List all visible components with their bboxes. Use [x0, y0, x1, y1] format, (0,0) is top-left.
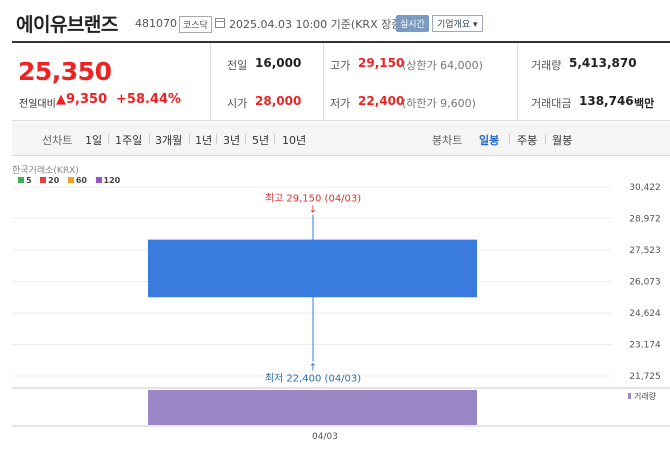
y-tick-label: 24,624 [629, 309, 661, 319]
period-1d[interactable]: 1일 [85, 134, 103, 147]
legend-swatch [67, 177, 74, 183]
low-arrow-icon: ↑ [309, 362, 317, 373]
high-value: 29,150 [358, 56, 405, 70]
period-10y[interactable]: 10년 [282, 134, 307, 147]
y-tick-label: 21,725 [629, 372, 661, 382]
change-percent: +58.44% [116, 92, 182, 107]
company-info-label: 기업개요 [437, 20, 471, 30]
legend-label: 120 [103, 176, 121, 185]
lower-limit: (하한가 9,600) [402, 97, 476, 110]
y-tick-label: 28,972 [629, 215, 661, 225]
company-info-dropdown[interactable]: 기업개요 ▾ [432, 15, 483, 32]
period-bar: 선차트 1일 1주일 3개월 1년 3년 5년 10년 봉차트 일봉 주봉 월봉 [12, 122, 670, 156]
stock-header: 에이유브랜즈 481070 코스닥 2025.04.03 10:00 기준(KR… [0, 0, 670, 40]
period-3y[interactable]: 3년 [223, 134, 241, 147]
stock-name: 에이유브랜즈 [16, 14, 118, 36]
legend-label: 60 [75, 176, 87, 185]
y-axis: 30,422 28,972 27,523 26,073 24,624 23,174 21,7… [12, 183, 661, 382]
divider [108, 134, 109, 144]
candle-chart-label: 봉차트 [432, 134, 463, 147]
legend-swatch [18, 177, 24, 183]
y-tick-label: 27,523 [629, 246, 661, 256]
high-label: 고가 [330, 59, 351, 72]
low-annotation: 최저 22,400 (04/03) [265, 372, 361, 384]
divider [509, 134, 510, 144]
legend-label: 5 [26, 176, 32, 185]
data-source: 한국거래소(KRX) [12, 166, 79, 176]
low-label: 저가 [330, 97, 351, 110]
realtime-button[interactable]: 실시간 [396, 15, 429, 32]
quote-panel: 25,350 전일대비 ▲9,350 +58.44% 전일 16,000 시가 … [12, 43, 670, 121]
divider [216, 134, 217, 144]
period-1w[interactable]: 1주일 [115, 134, 143, 147]
amount-unit: 백만 [634, 97, 655, 110]
prev-close-label: 전일 [227, 59, 248, 72]
divider [210, 43, 211, 121]
divider [149, 134, 150, 144]
volume-legend-swatch [628, 393, 631, 399]
divider [189, 134, 190, 144]
divider [245, 134, 246, 144]
divider [545, 134, 546, 144]
current-price: 25,350 [18, 57, 112, 86]
ma-legend: 5 20 60 120 [18, 176, 126, 185]
legend-label: 20 [48, 176, 60, 185]
legend-swatch [40, 177, 47, 183]
period-3m[interactable]: 3개월 [155, 134, 183, 147]
period-1y[interactable]: 1년 [195, 134, 213, 147]
line-chart-label: 선차트 [42, 134, 73, 147]
open-value: 28,000 [255, 94, 302, 108]
calendar-icon [215, 18, 225, 28]
candle-weekly[interactable]: 주봉 [517, 134, 538, 147]
y-tick-label: 30,422 [629, 183, 661, 193]
chevron-down-icon: ▾ [473, 20, 478, 30]
prev-close-value: 16,000 [255, 56, 302, 70]
amount-label: 거래대금 [531, 97, 572, 110]
stock-code: 481070 [135, 17, 177, 30]
legend-item-ma120: 120 [95, 176, 121, 185]
change-amount: 9,350 [66, 92, 108, 107]
legend-item-ma20: 20 [40, 176, 59, 185]
legend-item-ma60: 60 [67, 176, 87, 185]
change-value: ▲9,350 [56, 92, 107, 107]
volume-label: 거래량 [531, 59, 562, 72]
up-triangle-icon: ▲ [56, 92, 66, 107]
legend-item-ma5: 5 [18, 176, 32, 185]
candle-body[interactable] [148, 239, 477, 298]
period-5y[interactable]: 5년 [252, 134, 270, 147]
as-of-time: 2025.04.03 10:00 기준(KRX 장중) [229, 18, 406, 31]
market-badge: 코스닥 [179, 16, 212, 33]
divider [274, 134, 275, 144]
volume-bar[interactable] [148, 390, 477, 425]
change-label: 전일대비 [19, 99, 56, 110]
header-divider [12, 41, 670, 43]
divider [323, 43, 324, 121]
open-label: 시가 [227, 97, 248, 110]
upper-limit: (상한가 64,000) [402, 59, 483, 72]
legend-swatch [95, 177, 102, 183]
y-tick-label: 23,174 [629, 341, 661, 351]
low-value: 22,400 [358, 94, 405, 108]
candle-monthly[interactable]: 월봉 [552, 134, 573, 147]
y-tick-label: 26,073 [629, 278, 661, 288]
volume-legend-label: 거래량 [634, 391, 657, 401]
divider [517, 43, 518, 121]
high-arrow-icon: ↓ [309, 205, 317, 216]
volume-value: 5,413,870 [569, 56, 637, 70]
amount-value: 138,746 [579, 94, 634, 108]
high-annotation: 최고 29,150 (04/03) [265, 193, 361, 205]
candle-daily[interactable]: 일봉 [479, 134, 500, 147]
x-tick-label: 04/03 [312, 432, 338, 442]
